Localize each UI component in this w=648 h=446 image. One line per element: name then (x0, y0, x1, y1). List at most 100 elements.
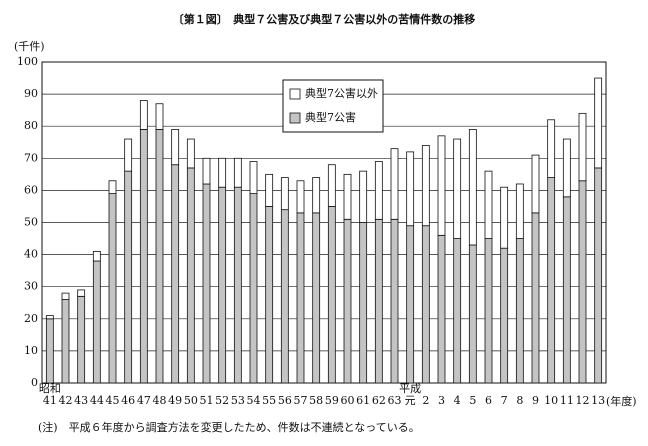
bar-segment (108, 193, 117, 384)
bar-segment (171, 164, 180, 384)
bar-segment (218, 186, 227, 384)
era-label: 昭和 (39, 382, 61, 395)
bar-segment (343, 173, 352, 220)
y-axis-label: (千件) (14, 40, 45, 53)
bar-segment (233, 157, 242, 188)
x-tick-label: 59 (325, 394, 339, 407)
bar-segment (468, 129, 477, 246)
bar-segment (312, 177, 321, 214)
legend-swatch (289, 112, 301, 124)
bar-segment (92, 250, 101, 262)
bar-segment (515, 183, 524, 239)
x-tick-label: 58 (309, 394, 323, 407)
bar-segment (249, 161, 258, 195)
x-tick-label: 13 (591, 394, 605, 407)
y-tick-label: 20 (24, 312, 38, 325)
bar-segment (265, 173, 274, 207)
bar-segment (374, 218, 383, 384)
x-tick-label: 55 (262, 394, 276, 407)
bar-segment (312, 212, 321, 384)
bar-segment (390, 148, 399, 220)
x-tick-label: 61 (356, 394, 370, 407)
x-tick-label: 54 (247, 394, 261, 407)
plot-frame (41, 61, 607, 384)
chart-title: 〔第１図〕 典型７公害及び典型７公害以外の苦情件数の推移 (173, 12, 476, 26)
x-tick-label: 8 (516, 394, 523, 407)
x-tick-label: 51 (200, 394, 214, 407)
bar-segment (45, 318, 54, 384)
bar-segment (531, 154, 540, 214)
x-tick-label: 44 (90, 394, 104, 407)
x-tick-label: 4 (454, 394, 461, 407)
x-tick-label: 50 (184, 394, 198, 407)
x-tick-label: 41 (43, 394, 57, 407)
bar-segment (186, 167, 195, 384)
bar-segment (374, 161, 383, 220)
bar-segment (124, 170, 133, 384)
bar-segment (547, 177, 556, 384)
bar-segment (453, 138, 462, 239)
bar-segment (77, 295, 86, 384)
y-tick-label: 80 (24, 119, 38, 132)
bar-segment (343, 218, 352, 384)
bar-segment (296, 212, 305, 384)
x-axis-label: (年度) (606, 394, 637, 408)
bar-segment (390, 218, 399, 384)
bar-segment (421, 225, 430, 384)
bar-segment (359, 170, 368, 223)
y-tick-label: 70 (24, 151, 38, 164)
bar-segment (594, 167, 603, 384)
bar-segment (421, 145, 430, 227)
x-tick-label: 11 (560, 394, 574, 407)
x-tick-label: 2 (422, 394, 429, 407)
bar-segment (202, 183, 211, 384)
x-tick-label: 52 (215, 394, 229, 407)
bar-segment (484, 170, 493, 239)
bar-segment (124, 138, 133, 172)
x-tick-label: 元 (405, 394, 416, 407)
bar-segment (139, 129, 148, 384)
x-tick-label: 5 (469, 394, 476, 407)
y-tick-label: 10 (24, 344, 38, 357)
bar-segment (359, 222, 368, 384)
bar-segment (468, 244, 477, 384)
x-tick-label: 62 (372, 394, 386, 407)
x-tick-label: 47 (137, 394, 151, 407)
x-tick-label: 53 (231, 394, 245, 407)
bar-segment (406, 151, 415, 227)
bar-segment (562, 138, 571, 198)
bar-segment (202, 157, 211, 185)
x-tick-label: 46 (121, 394, 135, 407)
bar-segment (578, 180, 587, 384)
y-tick-label: 100 (17, 55, 38, 68)
bar-segment (218, 157, 227, 188)
x-tick-label: 43 (74, 394, 88, 407)
legend-swatch (289, 88, 301, 100)
bar-segment (500, 247, 509, 384)
legend-label: 典型7公害以外 (305, 86, 378, 100)
x-tick-label: 63 (388, 394, 402, 407)
bar-segment (61, 299, 70, 384)
bar-segment (453, 238, 462, 384)
bar-segment (280, 209, 289, 384)
y-tick-label: 40 (24, 248, 38, 261)
x-tick-label: 60 (341, 394, 355, 407)
bar-segment (280, 177, 289, 211)
x-tick-label: 48 (153, 394, 167, 407)
note: (注) 平成６年度から調査方法を変更したため、件数は不連続となっている。 (38, 420, 420, 434)
x-tick-label: 7 (501, 394, 508, 407)
y-tick-label: 30 (24, 280, 38, 293)
bar-segment (186, 138, 195, 169)
bar-segment (578, 112, 587, 182)
era-label: 平成 (399, 382, 421, 395)
bar-segment (92, 260, 101, 384)
x-tick-label: 57 (294, 394, 308, 407)
bar-segment (155, 129, 164, 384)
x-tick-label: 12 (576, 394, 590, 407)
bar-segment (562, 196, 571, 384)
y-tick-label: 50 (24, 216, 38, 229)
y-tick-label: 60 (24, 183, 38, 196)
bar-segment (296, 180, 305, 214)
bar-segment (327, 164, 336, 207)
